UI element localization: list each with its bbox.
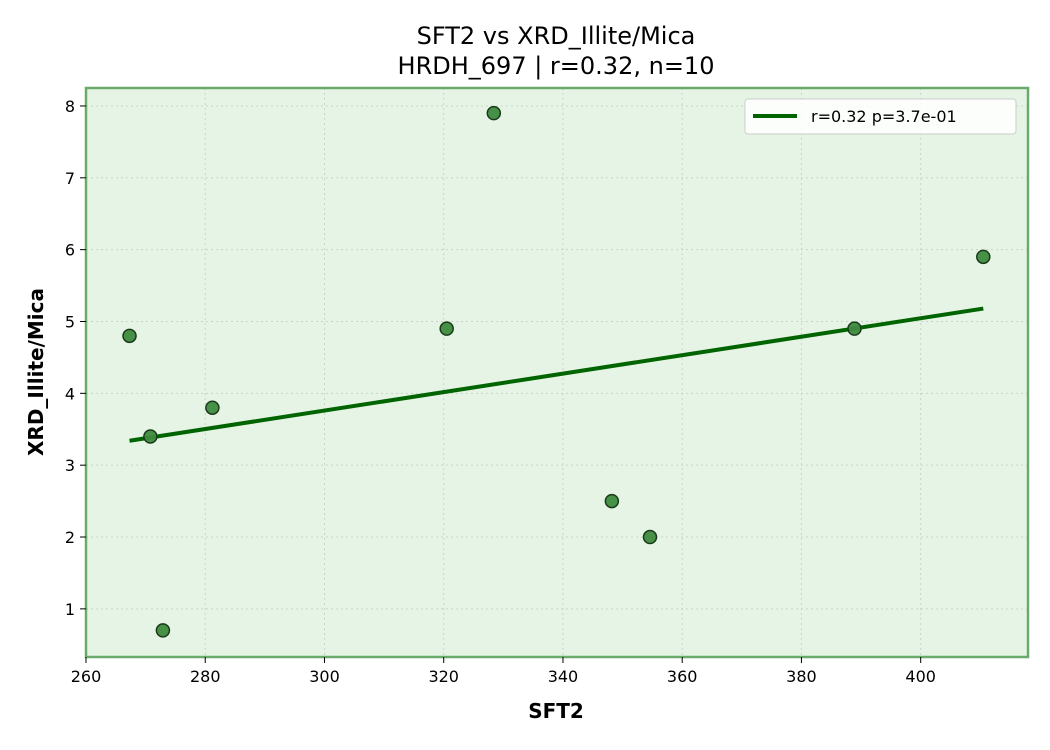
x-tick-label: 340 — [548, 667, 579, 686]
plot-area — [86, 88, 1028, 657]
y-axis-label: XRD_Illite/Mica — [24, 288, 48, 456]
data-point — [205, 400, 220, 415]
legend-label: r=0.32 p=3.7e-01 — [811, 107, 957, 126]
x-axis-ticks: 260 280 300 320 340 360 380 400 — [71, 657, 936, 686]
y-tick-label: 4 — [65, 384, 75, 403]
data-point — [976, 249, 991, 265]
data-point — [155, 623, 171, 638]
y-axis-ticks: 1 2 3 4 5 6 7 8 — [65, 97, 86, 619]
data-points — [122, 105, 991, 638]
legend-box — [744, 98, 1017, 135]
x-tick-label: 400 — [905, 667, 936, 686]
data-point — [604, 493, 620, 509]
data-point — [122, 328, 137, 344]
x-tick-label: 260 — [71, 667, 102, 686]
data-point — [847, 321, 862, 336]
x-tick-label: 360 — [667, 667, 698, 686]
y-tick-label: 2 — [65, 528, 75, 547]
x-tick-label: 300 — [309, 667, 340, 686]
data-point — [486, 105, 502, 121]
data-point — [642, 529, 658, 545]
plot-frame — [84, 86, 1030, 659]
grid-lines — [85, 88, 1028, 657]
x-tick-label: 320 — [428, 667, 459, 686]
y-tick-label: 5 — [65, 312, 75, 331]
y-tick-label: 8 — [65, 97, 75, 116]
chart-subtitle: HRDH_697 | r=0.32, n=10 — [398, 52, 715, 80]
trendline — [129, 306, 984, 443]
y-tick-label: 3 — [65, 456, 75, 475]
data-point — [143, 429, 158, 444]
chart-title: SFT2 vs XRD_Illite/Mica — [417, 22, 696, 50]
y-tick-label: 7 — [65, 169, 75, 188]
trendline-group — [129, 306, 984, 443]
x-tick-label: 280 — [190, 667, 221, 686]
data-point — [439, 321, 454, 336]
x-axis-label: SFT2 — [528, 699, 584, 723]
legend: r=0.32 p=3.7e-01 — [744, 98, 1017, 135]
y-tick-label: 1 — [65, 600, 75, 619]
y-tick-label: 6 — [65, 241, 75, 260]
x-tick-label: 380 — [786, 667, 817, 686]
